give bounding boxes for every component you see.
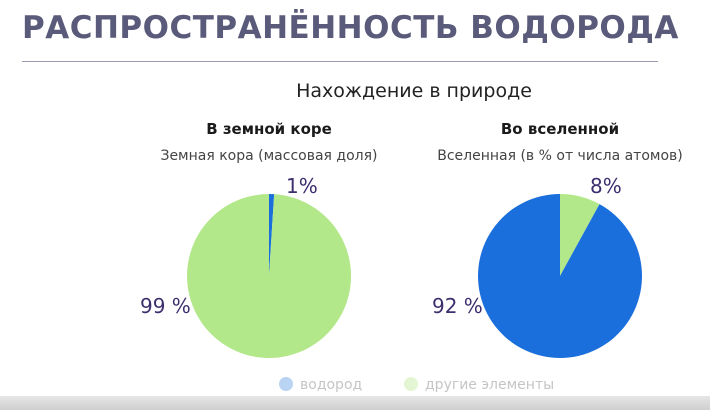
slide-subtitle: Нахождение в природе [296,80,532,102]
legend-hydrogen-swatch [279,377,293,391]
title-divider [22,61,658,62]
crust-hydrogen-slice [269,194,275,276]
bottom-bar [0,396,710,410]
universe-hydrogen-slice [478,194,643,358]
universe-chart-title: Вселенная (в % от числа атомов) [437,148,683,164]
universe-pie [478,194,643,358]
legend-other-swatch [404,377,418,391]
crust-hydrogen-label: 1% [286,174,318,198]
crust-pie [187,194,352,358]
crust-other-label: 99 % [140,294,191,318]
crust-other-slice [187,194,352,358]
universe-hydrogen-label: 92 % [432,294,483,318]
slide-title: РАСПРОСТРАНЁННОСТЬ ВОДОРОДА [22,10,679,46]
universe-other-label: 8% [590,174,622,198]
universe-panel-heading: Во вселенной [500,120,620,138]
legend-other-label: другие элементы [425,377,554,393]
crust-panel-heading: В земной коре [206,120,332,138]
legend: водород другие элементы [279,377,554,393]
crust-chart-title: Земная кора (массовая доля) [160,148,378,164]
universe-other-slice [560,194,600,276]
legend-hydrogen-label: водород [300,377,362,393]
